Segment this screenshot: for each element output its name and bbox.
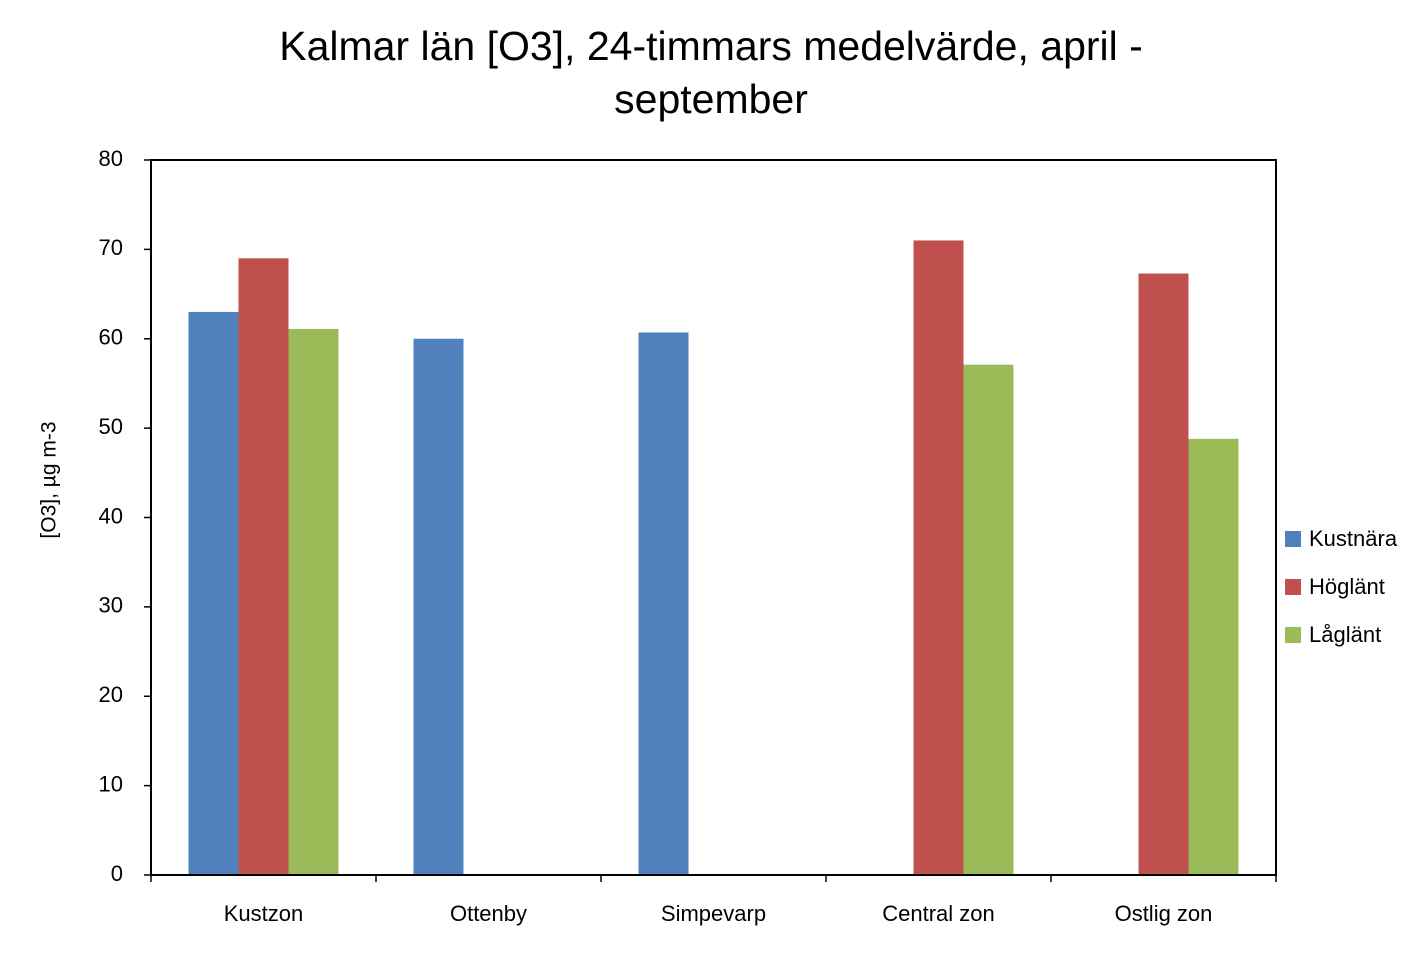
y-tick-label: 80 bbox=[99, 146, 123, 171]
chart-title-line-1: Kalmar län [O3], 24-timmars medelvärde, … bbox=[279, 23, 1143, 69]
y-tick-label: 40 bbox=[99, 503, 123, 528]
legend-label-Låglänt: Låglänt bbox=[1309, 622, 1381, 647]
y-tick-label: 0 bbox=[111, 861, 123, 886]
bar-Kustnära-Simpevarp bbox=[638, 332, 689, 875]
x-tick-label: Simpevarp bbox=[661, 901, 766, 926]
y-axis-title: [O3], µg m-3 bbox=[38, 421, 61, 538]
bar-Höglänt-Kustzon bbox=[238, 258, 289, 875]
bar-Låglänt-Central zon bbox=[963, 364, 1014, 875]
y-tick-label: 50 bbox=[99, 414, 123, 439]
legend: Kustnära Höglänt Låglänt bbox=[1285, 526, 1398, 647]
bar-Låglänt-Kustzon bbox=[288, 328, 339, 875]
bars-layer bbox=[188, 240, 1239, 876]
y-tick-label: 70 bbox=[99, 235, 123, 260]
legend-swatch-Kustnära bbox=[1285, 531, 1301, 547]
x-axis: Kustzon Ottenby Simpevarp Central zon Ostlig… bbox=[150, 875, 1277, 926]
chart-title: Kalmar län [O3], 24-timmars medelvärde, … bbox=[0, 20, 1422, 126]
legend-swatch-Höglänt bbox=[1285, 579, 1301, 595]
legend-label-Höglänt: Höglänt bbox=[1309, 574, 1385, 599]
y-axis: 0 10 20 30 40 50 60 70 80 bbox=[99, 146, 151, 886]
x-tick-label: Ottenby bbox=[450, 901, 527, 926]
bar-Kustnära-Ottenby bbox=[413, 338, 464, 875]
bar-Höglänt-Central zon bbox=[913, 240, 964, 875]
y-tick-label: 60 bbox=[99, 325, 123, 350]
legend-label-Kustnära: Kustnära bbox=[1309, 526, 1398, 551]
y-tick-label: 10 bbox=[99, 771, 123, 796]
bar-Kustnära-Kustzon bbox=[188, 311, 239, 875]
y-tick-label: 20 bbox=[99, 682, 123, 707]
legend-swatch-Låglänt bbox=[1285, 627, 1301, 643]
x-tick-label: Ostlig zon bbox=[1115, 901, 1213, 926]
y-tick-label: 30 bbox=[99, 593, 123, 618]
x-tick-label: Central zon bbox=[882, 901, 995, 926]
bar-Låglänt-Ostlig zon bbox=[1188, 438, 1239, 875]
bar-Höglänt-Ostlig zon bbox=[1138, 273, 1189, 876]
x-tick-label: Kustzon bbox=[224, 901, 304, 926]
chart-title-line-2: september bbox=[614, 76, 808, 122]
